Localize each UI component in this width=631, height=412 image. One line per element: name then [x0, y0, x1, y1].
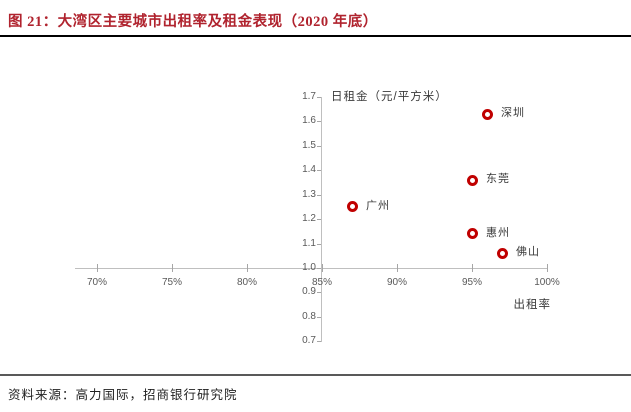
header-divider — [0, 35, 631, 37]
x-tick-label: 75% — [161, 277, 182, 288]
x-axis-title: 出租率 — [513, 299, 551, 311]
data-point-label: 佛山 — [516, 246, 540, 259]
y-tick-label: 1.0 — [302, 262, 316, 273]
y-tick-label: 1.2 — [302, 213, 316, 225]
y-axis-tick — [317, 292, 321, 294]
x-tick-label: 80% — [236, 277, 257, 288]
x-tick-label: 85% — [311, 277, 332, 288]
data-point-marker — [346, 201, 358, 213]
x-axis-tick — [397, 264, 398, 272]
x-axis-line — [75, 268, 547, 269]
data-point-marker — [496, 247, 508, 259]
x-axis-tick — [472, 264, 473, 272]
x-tick-label: 70% — [86, 277, 107, 288]
y-axis-line — [321, 97, 322, 342]
y-tick-label: 1.1 — [302, 237, 316, 249]
data-point-marker — [466, 174, 478, 186]
data-point-label: 广州 — [366, 199, 390, 212]
y-tick-label: 0.9 — [302, 286, 316, 298]
y-axis-tick — [317, 316, 321, 318]
y-tick-label: 1.7 — [302, 90, 316, 102]
data-point-marker — [466, 228, 478, 240]
y-tick-label: 0.8 — [302, 310, 316, 322]
x-axis-tick — [247, 264, 248, 272]
y-tick-label: 1.5 — [302, 139, 316, 151]
y-tick-label: 1.3 — [302, 188, 316, 200]
y-axis-tick — [317, 194, 321, 196]
y-axis-tick — [317, 145, 321, 147]
x-axis-tick — [97, 264, 98, 272]
data-point-marker — [481, 108, 493, 120]
y-axis-tick — [317, 170, 321, 172]
x-axis-tick — [322, 264, 323, 272]
x-axis-tick — [172, 264, 173, 272]
y-tick-label: 1.4 — [302, 164, 316, 176]
y-axis-tick — [317, 341, 321, 343]
source-note: 资料来源：高力国际，招商银行研究院 — [8, 388, 238, 402]
data-point-label: 深圳 — [501, 107, 525, 120]
x-axis-tick — [547, 264, 548, 272]
footer-divider — [0, 374, 631, 376]
y-axis-tick — [317, 268, 321, 269]
y-axis-title: 日租金（元/平方米） — [331, 91, 448, 103]
y-axis-tick — [317, 243, 321, 245]
x-tick-label: 100% — [534, 277, 560, 288]
y-axis-tick — [317, 121, 321, 123]
x-tick-label: 90% — [386, 277, 407, 288]
data-point-label: 惠州 — [486, 226, 510, 239]
y-tick-label: 0.7 — [302, 335, 316, 347]
data-point-label: 东莞 — [486, 173, 510, 186]
y-axis-tick — [317, 219, 321, 221]
y-tick-label: 1.6 — [302, 115, 316, 127]
y-axis-tick — [317, 96, 321, 98]
x-tick-label: 95% — [461, 277, 482, 288]
figure-title: 图 21：大湾区主要城市出租率及租金表现（2020 年底） — [8, 14, 378, 30]
